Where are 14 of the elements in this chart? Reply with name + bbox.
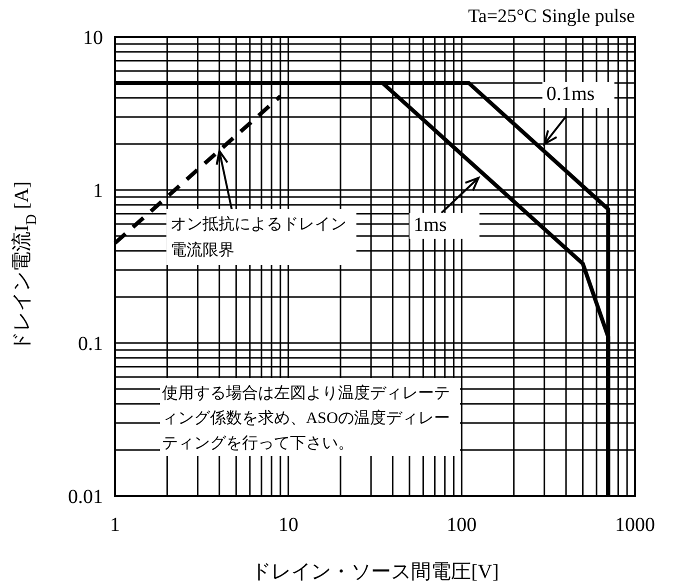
y-tick-label: 0.1 bbox=[78, 333, 103, 355]
y-tick-label: 10 bbox=[83, 27, 103, 49]
y-tick-label: 1 bbox=[93, 180, 103, 202]
annotation: 1ms bbox=[413, 214, 448, 236]
x-axis-title: ドレイン・ソース間電圧[V] bbox=[251, 561, 499, 583]
annotation: オン抵抗によるドレイン電流限界 bbox=[170, 214, 346, 259]
annotation: 0.1ms bbox=[546, 82, 595, 105]
x-tick-label: 10 bbox=[278, 514, 298, 536]
chart-title: Ta=25°C Single pulse bbox=[468, 6, 635, 27]
x-tick-label: 100 bbox=[446, 514, 477, 536]
y-tick-label: 0.01 bbox=[68, 486, 103, 508]
annotation: 使用する場合は左図より温度ディレーティング係数を求め、ASOの温度ディレーティングを行って下さい。 bbox=[162, 384, 450, 452]
x-tick-label: 1000 bbox=[615, 514, 655, 536]
x-tick-label: 1 bbox=[110, 514, 120, 536]
